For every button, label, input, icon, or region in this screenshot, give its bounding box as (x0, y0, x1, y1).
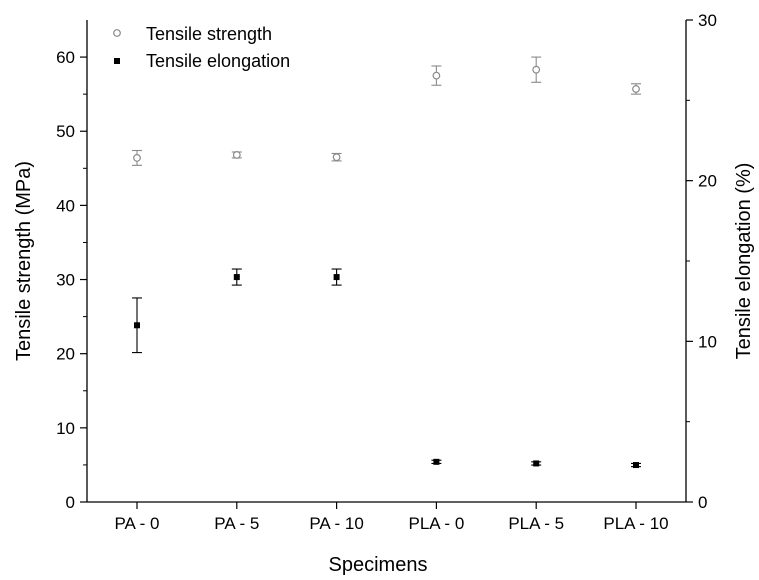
legend: Tensile strength Tensile elongation (113, 24, 290, 71)
y-tick-label: 30 (56, 271, 75, 290)
x-tick-label: PA - 5 (214, 514, 259, 533)
data-point (533, 460, 540, 467)
data-point (432, 71, 441, 80)
data-point (133, 154, 141, 162)
series-layer (132, 56, 641, 469)
y-tick-label: 20 (56, 345, 75, 364)
data-point (433, 458, 440, 465)
y-tick-label: 50 (56, 122, 75, 141)
legend-marker-tensile-elongation (114, 58, 120, 64)
series-2 (132, 268, 641, 469)
legend-marker-tensile-strength (113, 29, 121, 37)
y-tick-label: 10 (56, 419, 75, 438)
data-point (233, 274, 240, 281)
y-tick-label: 0 (66, 493, 75, 512)
y2-axis-title: Tensile elongation (%) (733, 163, 755, 360)
y2-tick-label: 20 (698, 172, 717, 191)
data-point (134, 322, 140, 329)
y-tick-label: 40 (56, 196, 75, 215)
x-tick-label: PLA - 0 (409, 514, 465, 533)
series-1 (132, 56, 641, 166)
y-tick-label: 60 (56, 48, 75, 67)
x-axis-title: Specimens (329, 554, 428, 576)
y-axis-title: Tensile strength (MPa) (13, 161, 35, 361)
data-point (632, 85, 640, 93)
y2-tick-label: 10 (698, 332, 717, 351)
y2-tick-label: 0 (698, 493, 707, 512)
data-point (532, 65, 541, 74)
x-tick-label: PA - 10 (309, 514, 364, 533)
legend-label-tensile-strength: Tensile strength (146, 24, 272, 44)
y2-tick-label: 30 (698, 11, 717, 30)
x-tick-label: PLA - 5 (508, 514, 564, 533)
x-tick-label: PA - 0 (114, 514, 159, 533)
data-point (633, 462, 639, 469)
data-point (333, 274, 340, 281)
data-point (332, 153, 341, 162)
ticks: 0 10 20 30 40 50 60 0 10 20 30 PA - 0 PA - 5 PA - 10 P… (56, 11, 717, 533)
legend-label-tensile-elongation: Tensile elongation (146, 51, 290, 71)
data-point (232, 151, 241, 159)
x-tick-label: PLA - 10 (603, 514, 668, 533)
axes-frame (86, 20, 687, 503)
